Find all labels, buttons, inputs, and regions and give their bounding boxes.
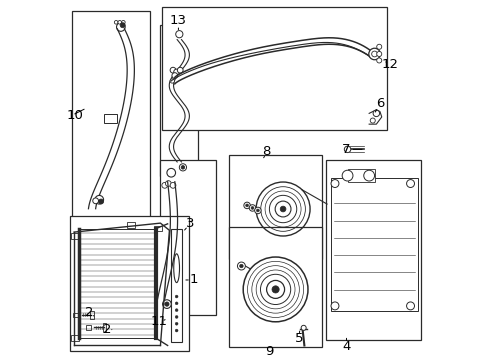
Bar xyxy=(90,311,94,319)
Bar xyxy=(79,229,156,338)
Text: 9: 9 xyxy=(265,345,273,358)
Bar xyxy=(162,7,387,130)
Circle shape xyxy=(165,302,169,306)
Bar xyxy=(103,114,117,123)
Bar xyxy=(326,160,421,340)
Circle shape xyxy=(331,180,339,188)
Circle shape xyxy=(170,183,176,188)
Text: 13: 13 xyxy=(170,14,187,27)
Bar xyxy=(71,233,79,239)
Circle shape xyxy=(238,262,245,270)
Circle shape xyxy=(175,309,178,312)
Circle shape xyxy=(175,315,178,318)
Circle shape xyxy=(175,329,178,332)
Text: 8: 8 xyxy=(263,145,271,158)
Text: 1: 1 xyxy=(190,274,198,287)
Circle shape xyxy=(175,302,178,305)
Circle shape xyxy=(272,286,279,293)
Circle shape xyxy=(114,21,118,24)
Circle shape xyxy=(369,48,380,60)
Circle shape xyxy=(117,23,125,31)
Circle shape xyxy=(275,201,291,217)
Circle shape xyxy=(240,264,243,268)
Circle shape xyxy=(280,206,286,212)
Text: 3: 3 xyxy=(186,217,195,230)
Circle shape xyxy=(172,73,178,78)
Circle shape xyxy=(175,322,178,325)
Circle shape xyxy=(162,183,168,188)
Circle shape xyxy=(255,207,261,214)
Text: 11: 11 xyxy=(151,315,168,328)
Text: 5: 5 xyxy=(294,332,303,345)
Bar xyxy=(229,155,322,259)
Circle shape xyxy=(174,69,179,75)
Circle shape xyxy=(167,168,175,177)
Bar xyxy=(71,216,189,351)
Bar xyxy=(72,11,149,218)
Circle shape xyxy=(377,58,382,63)
Circle shape xyxy=(245,204,248,207)
Bar xyxy=(331,178,418,311)
Circle shape xyxy=(118,21,122,24)
Bar xyxy=(229,227,322,347)
Circle shape xyxy=(95,195,103,204)
Circle shape xyxy=(176,31,183,38)
Circle shape xyxy=(342,170,353,181)
Bar xyxy=(154,226,162,231)
Circle shape xyxy=(301,325,306,330)
Circle shape xyxy=(407,302,415,310)
Circle shape xyxy=(177,67,183,73)
Circle shape xyxy=(181,166,185,169)
Circle shape xyxy=(244,202,250,209)
Circle shape xyxy=(170,67,176,73)
Ellipse shape xyxy=(174,254,179,283)
Circle shape xyxy=(256,209,259,212)
Circle shape xyxy=(267,280,285,298)
Text: 4: 4 xyxy=(343,340,351,353)
Circle shape xyxy=(331,302,339,310)
Circle shape xyxy=(370,118,375,123)
Text: 7: 7 xyxy=(342,143,350,156)
Bar xyxy=(73,313,79,317)
Circle shape xyxy=(179,164,187,171)
Text: 10: 10 xyxy=(66,109,83,122)
Circle shape xyxy=(344,146,351,153)
Circle shape xyxy=(98,199,103,204)
Text: 6: 6 xyxy=(376,97,385,110)
Circle shape xyxy=(120,23,125,28)
Circle shape xyxy=(373,110,380,117)
Bar xyxy=(71,336,79,341)
Circle shape xyxy=(175,295,178,298)
Bar xyxy=(160,160,216,315)
Circle shape xyxy=(364,170,374,181)
Circle shape xyxy=(251,207,254,210)
Bar xyxy=(86,325,91,330)
Circle shape xyxy=(166,181,171,186)
Bar xyxy=(103,323,106,332)
Text: 2: 2 xyxy=(85,306,94,319)
Circle shape xyxy=(122,21,125,24)
Circle shape xyxy=(407,180,415,188)
Circle shape xyxy=(372,51,377,57)
Circle shape xyxy=(170,79,174,83)
Text: 12: 12 xyxy=(381,58,398,71)
Circle shape xyxy=(163,300,171,309)
Bar xyxy=(127,222,135,228)
Bar xyxy=(160,25,198,176)
Text: 2: 2 xyxy=(103,323,112,336)
Circle shape xyxy=(377,44,382,49)
Circle shape xyxy=(249,205,256,211)
Circle shape xyxy=(377,51,382,57)
Circle shape xyxy=(93,198,98,204)
Bar xyxy=(347,169,374,182)
Bar xyxy=(171,229,182,342)
